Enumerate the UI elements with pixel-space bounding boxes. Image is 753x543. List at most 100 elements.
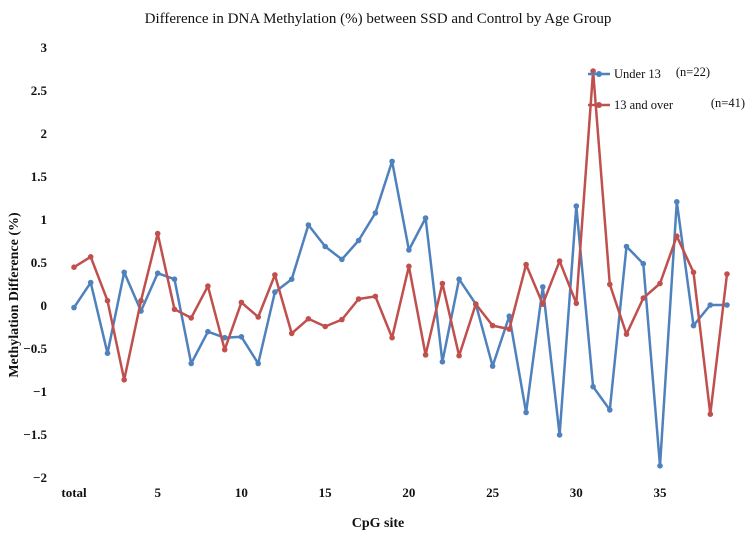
legend-item: Under 13 (n=22) <box>588 65 710 81</box>
legend: Under 13 (n=22) 13 and over (n=41) <box>588 65 745 112</box>
x-tick-label: 10 <box>235 485 248 500</box>
data-point <box>489 363 496 369</box>
data-point <box>389 158 395 165</box>
y-tick-label: −1 <box>33 384 47 399</box>
series-line <box>72 160 727 468</box>
data-point <box>422 215 429 221</box>
series-line <box>73 69 729 416</box>
data-point <box>540 284 546 290</box>
y-axis-ticks: −2 −1.5 −1 −0.5 0 0.5 1 1.5 2 2.5 3 <box>23 40 47 485</box>
y-tick-label: 0 <box>41 298 48 313</box>
x-tick-label: 30 <box>570 485 583 500</box>
data-point <box>573 203 580 209</box>
data-point <box>272 272 278 278</box>
data-point <box>640 260 647 267</box>
data-point <box>623 243 630 250</box>
data-point <box>87 279 94 286</box>
y-tick-label: 2 <box>41 126 48 141</box>
data-point <box>288 330 295 337</box>
data-point <box>188 360 194 367</box>
data-point <box>389 334 395 341</box>
data-point <box>607 407 613 413</box>
legend-item: 13 and over (n=41) <box>588 96 745 112</box>
data-point <box>272 289 278 295</box>
data-point <box>523 409 529 416</box>
y-tick-label: 1 <box>41 212 48 227</box>
data-point <box>690 322 697 329</box>
y-tick-label: 1.5 <box>31 169 48 184</box>
data-point <box>657 463 663 469</box>
data-point <box>657 280 663 287</box>
data-point <box>221 346 228 353</box>
data-point <box>573 300 580 307</box>
data-point <box>607 281 613 288</box>
data-point <box>355 296 362 302</box>
x-axis-title: CpG site <box>352 516 405 531</box>
data-point <box>674 233 680 239</box>
data-point <box>288 276 295 283</box>
data-point <box>406 263 412 270</box>
data-point <box>205 328 211 335</box>
data-point <box>690 269 697 276</box>
data-point <box>221 334 228 341</box>
data-point <box>590 383 596 390</box>
data-point <box>255 314 261 320</box>
data-point <box>724 271 730 277</box>
chart-title: Difference in DNA Methylation (%) betwee… <box>145 11 612 27</box>
data-point <box>540 301 546 307</box>
data-point <box>339 256 345 263</box>
x-tick-label: 15 <box>319 485 333 500</box>
data-point <box>372 293 379 300</box>
data-point <box>372 210 379 216</box>
data-point <box>439 280 446 287</box>
data-point <box>104 350 111 357</box>
y-tick-label: 2.5 <box>31 83 48 98</box>
legend-sample-size: (n=22) <box>676 65 710 79</box>
data-point <box>188 315 194 321</box>
data-point <box>339 316 345 323</box>
series-layer <box>71 68 730 469</box>
y-tick-label: 0.5 <box>31 255 48 270</box>
data-point <box>422 352 429 358</box>
data-point <box>506 313 513 320</box>
data-point <box>556 432 563 438</box>
data-point <box>640 295 647 301</box>
data-point <box>506 326 513 332</box>
data-point <box>121 377 127 383</box>
y-tick-label: −1.5 <box>23 427 47 442</box>
data-point <box>724 302 730 308</box>
data-point <box>87 253 94 260</box>
data-point <box>171 306 178 313</box>
data-point <box>238 299 245 306</box>
data-point <box>171 276 178 283</box>
legend-label: 13 and over <box>614 98 674 112</box>
x-tick-label: 20 <box>402 485 415 500</box>
data-point <box>707 411 714 418</box>
data-point <box>439 359 446 365</box>
x-tick-label: 35 <box>654 485 668 500</box>
legend-label: Under 13 <box>614 67 661 81</box>
x-axis-ticks: total 5 10 15 20 25 30 35 <box>61 485 667 500</box>
data-point <box>707 302 714 308</box>
data-point <box>238 334 245 340</box>
data-point <box>355 237 362 244</box>
data-point <box>121 269 127 276</box>
x-tick-label: 25 <box>486 485 500 500</box>
data-point <box>406 247 412 253</box>
data-point <box>456 352 462 359</box>
data-point <box>104 297 111 304</box>
x-tick-label: total <box>61 485 87 500</box>
data-point <box>138 297 144 304</box>
data-point <box>71 304 77 311</box>
data-point <box>322 243 329 250</box>
data-point <box>623 331 630 338</box>
data-point <box>473 301 479 307</box>
data-point <box>154 230 161 237</box>
data-point <box>154 270 161 277</box>
data-point <box>523 261 529 268</box>
y-tick-label: 3 <box>41 40 48 55</box>
y-tick-label: −0.5 <box>23 341 47 356</box>
data-point <box>305 316 312 322</box>
